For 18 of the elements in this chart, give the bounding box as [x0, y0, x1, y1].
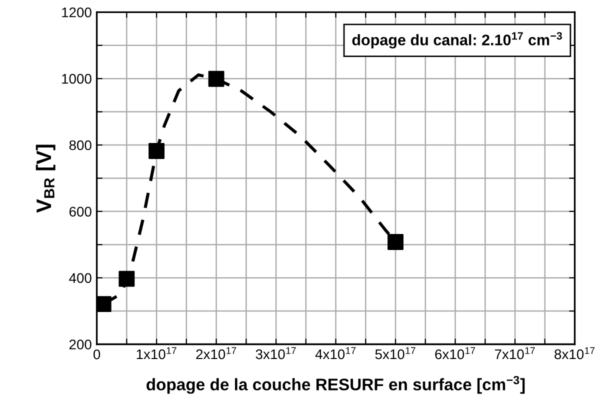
- x-tick-label: 3x10$^{17}$: [256, 347, 296, 360]
- y-tick-label: 400: [69, 273, 92, 283]
- x-tick-label: 8x10$^{17}$: [554, 347, 595, 360]
- x-tick-label: 7x10$^{17}$: [494, 347, 535, 360]
- x-tick-label: 5x10$^{17}$: [375, 347, 416, 360]
- x-tick-label: 0: [93, 349, 100, 360]
- y-tick-label: 800: [69, 140, 92, 150]
- annotation: dopage du canal: 2.10$^{17}$ cm$^{−3}$: [352, 32, 562, 48]
- x-tick-label: 2x10$^{17}$: [196, 347, 236, 360]
- x-tick-label: 1x10$^{17}$: [136, 347, 176, 360]
- x-axis-title: dopage de la couche RESURF en surface [cm$^{−3}$]: [146, 376, 525, 394]
- y-tick-label: 600: [69, 206, 92, 217]
- x-tick-label: 6x10$^{17}$: [435, 347, 476, 360]
- x-tick-label: 4x10$^{17}$: [315, 347, 356, 360]
- y-tick-label: 1000: [62, 74, 92, 84]
- y-tick-label: 1200: [62, 7, 92, 18]
- y-axis-title: V$_{BR}$ [V]: [36, 144, 56, 213]
- y-tick-label: 200: [69, 340, 92, 350]
